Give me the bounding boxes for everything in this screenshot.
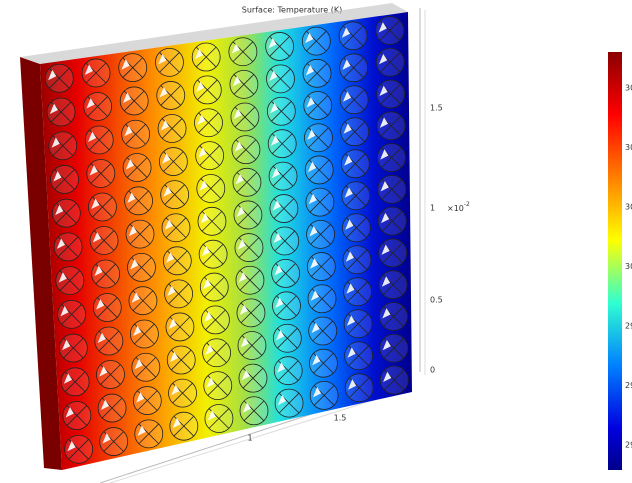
colorbar-label: 30 [625,203,632,212]
vertical-tick-label: 1 [430,204,435,213]
colorbar-label: 30 [625,143,632,152]
vertical-tick-label: 0.5 [430,296,443,305]
colorbar-label: 30 [625,262,632,271]
multiplier-exponent: -2 [464,201,470,208]
comsol-plot: Surface: Temperature (K) 1.510.50 ×10-2 … [0,0,632,483]
colorbar [608,52,622,470]
colorbar-label: 30 [625,84,632,93]
vertical-tick-label: 1.5 [430,104,443,113]
bottom-tick-label: 1 [247,434,252,443]
bottom-tick-label: 1.5 [334,414,347,423]
page: Surface: Temperature (K) 1.510.50 ×10-2 … [0,0,632,483]
vertical-tick-label: 0 [430,366,435,375]
colorbar-labels: 30 30 30 30 29 29 29 [625,84,632,450]
multiplier-base: ×10 [447,204,464,213]
axis-multiplier: ×10-2 [447,201,470,213]
colorbar-label: 29 [625,441,632,450]
colorbar-label: 29 [625,322,632,331]
colorbar-label: 29 [625,381,632,390]
vertical-axis: 1.5 1 0.5 0 [430,104,443,375]
